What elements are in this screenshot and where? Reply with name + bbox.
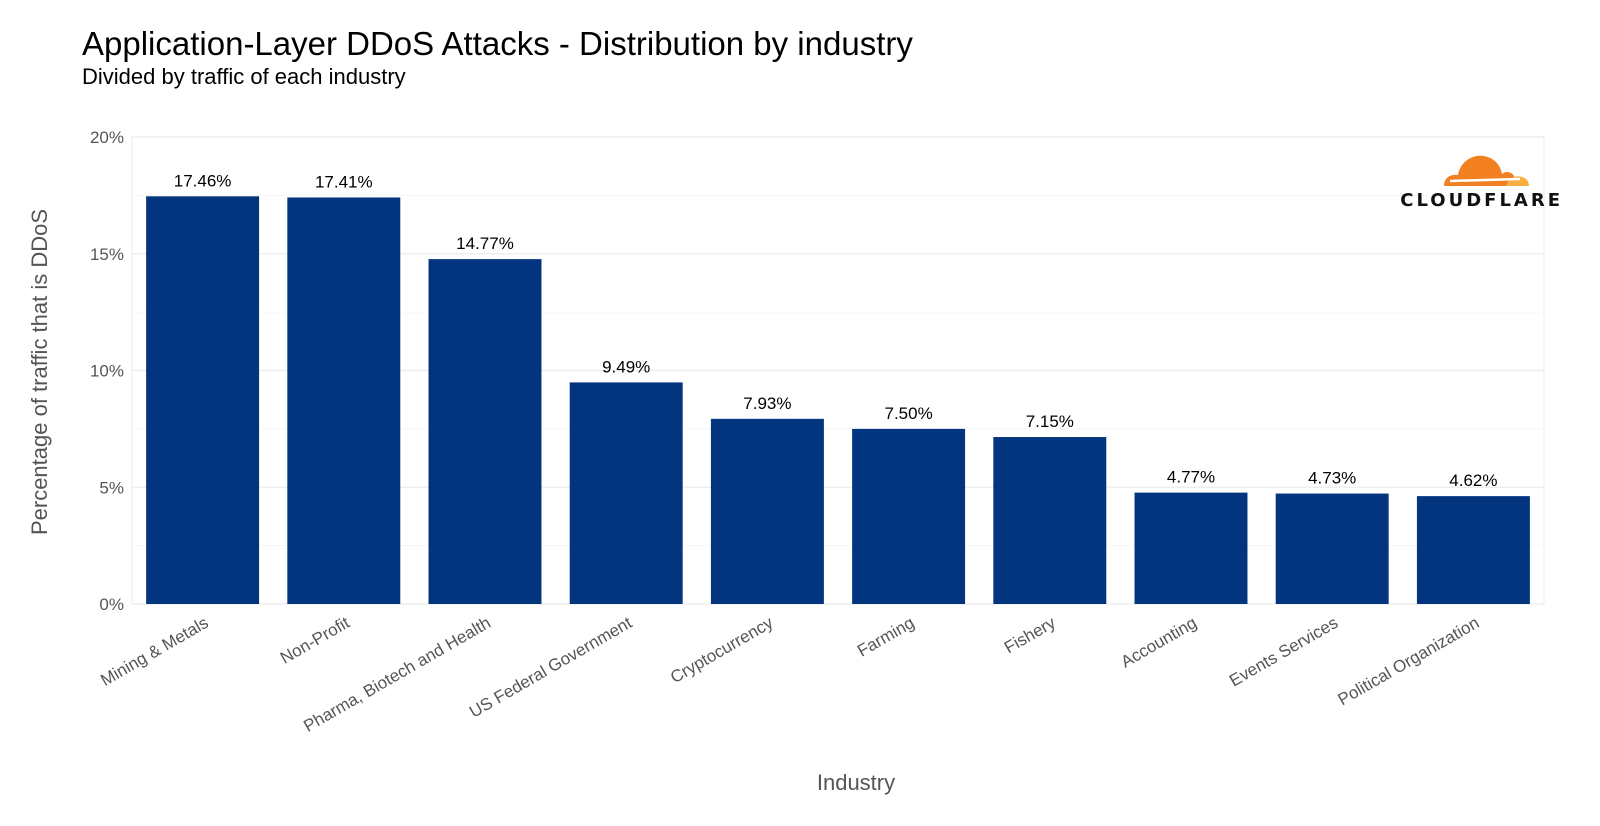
- x-tick-label: Fishery: [1001, 613, 1059, 658]
- bar-value-label: 4.77%: [1167, 468, 1215, 487]
- bar: [146, 196, 260, 604]
- bar-value-label: 9.49%: [602, 357, 650, 376]
- x-tick-label: Cryptocurrency: [667, 613, 777, 687]
- bar: [993, 437, 1107, 604]
- bar: [1275, 493, 1389, 604]
- bar-value-label: 14.77%: [456, 234, 514, 253]
- bar-value-label: 7.15%: [1026, 412, 1074, 431]
- bar-value-label: 17.46%: [174, 171, 232, 190]
- y-tick-label: 0%: [99, 595, 124, 614]
- bar: [710, 418, 824, 604]
- x-axis-title-text: Industry: [816, 770, 896, 795]
- x-tick-label: Accounting: [1118, 613, 1200, 672]
- x-tick-label: Farming: [854, 613, 918, 661]
- x-tick-label: Political Organization: [1335, 613, 1483, 709]
- bar-value-label: 4.62%: [1449, 471, 1497, 490]
- bar: [287, 197, 401, 604]
- x-tick-label: Mining & Metals: [97, 613, 211, 690]
- bar: [428, 259, 542, 604]
- chart-subtitle: Divided by traffic of each industry: [82, 64, 406, 89]
- bar-value-label: 7.93%: [743, 394, 791, 413]
- cloud-icon: [1444, 155, 1529, 186]
- bar: [569, 382, 683, 604]
- y-tick-label: 15%: [90, 245, 124, 264]
- x-tick-label: Events Services: [1226, 613, 1341, 690]
- bar-value-label: 4.73%: [1308, 469, 1356, 488]
- y-tick-label: 20%: [90, 128, 124, 147]
- bar: [1134, 492, 1248, 604]
- cloudflare-logo: CLOUDFLARE: [1378, 148, 1568, 218]
- bar-value-label: 7.50%: [884, 404, 932, 423]
- y-tick-label: 10%: [90, 362, 124, 381]
- chart-title: Application-Layer DDoS Attacks - Distrib…: [82, 25, 913, 62]
- x-tick-label: Non-Profit: [277, 613, 353, 668]
- logo-wordmark: CLOUDFLARE: [1400, 190, 1563, 211]
- bar-value-label: 17.41%: [315, 172, 373, 191]
- bar: [852, 428, 966, 604]
- bar: [1416, 496, 1530, 604]
- y-tick-label: 5%: [99, 478, 124, 497]
